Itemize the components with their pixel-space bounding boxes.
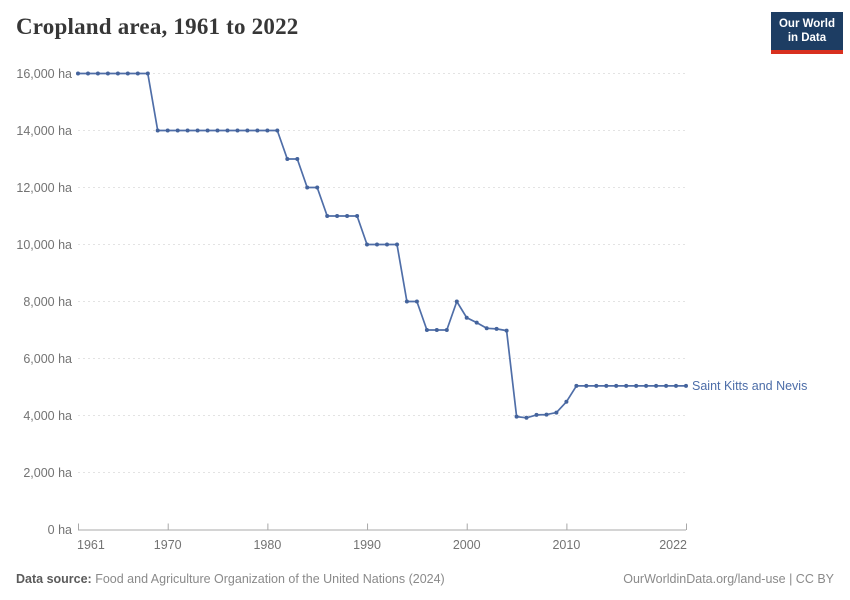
data-point: [434, 328, 439, 332]
data-source-note: Data source: Food and Agriculture Organi…: [16, 572, 445, 586]
data-point: [105, 71, 110, 76]
data-point: [375, 242, 379, 247]
data-point: [255, 128, 260, 133]
data-point: [474, 320, 479, 325]
y-tick-label: 12,000 ha: [16, 181, 72, 195]
data-point: [145, 71, 150, 76]
data-source-text: Food and Agriculture Organization of the…: [91, 572, 445, 586]
data-source-label: Data source:: [16, 572, 92, 586]
data-point: [115, 71, 120, 76]
data-point: [574, 383, 579, 388]
data-point: [684, 383, 688, 388]
data-point: [175, 128, 180, 133]
data-point: [664, 383, 669, 388]
x-tick-label: 2022: [659, 538, 687, 552]
data-point: [335, 214, 340, 218]
data-point: [355, 214, 360, 218]
data-point: [315, 185, 320, 190]
data-point: [395, 242, 399, 247]
owid-logo-line1: Our World: [778, 18, 835, 30]
page-title: Cropland area, 1961 to 2022: [16, 14, 299, 39]
data-point: [215, 128, 220, 133]
data-point: [275, 128, 280, 133]
data-point: [325, 214, 330, 218]
y-tick-label: 16,000 ha: [16, 67, 72, 81]
data-point: [185, 128, 190, 133]
data-point: [594, 383, 599, 388]
data-point: [654, 383, 659, 388]
data-point: [514, 414, 519, 419]
data-point: [365, 242, 369, 247]
data-point: [235, 128, 240, 133]
data-point: [564, 399, 569, 404]
data-point: [76, 71, 80, 76]
data-point: [524, 415, 529, 420]
data-point: [464, 315, 469, 320]
data-point: [125, 71, 130, 76]
chart-footer: Data source: Food and Agriculture Organi…: [0, 567, 850, 591]
x-tick-label: 1980: [253, 538, 281, 552]
data-point: [225, 128, 230, 133]
y-tick-label: 14,000 ha: [16, 124, 72, 138]
data-point: [165, 128, 170, 133]
data-point: [285, 157, 290, 161]
x-tick-label: 1961: [77, 538, 105, 552]
data-line: [77, 72, 687, 419]
entity-label: Saint Kitts and Nevis: [692, 379, 807, 393]
x-tick-label: 2000: [453, 538, 481, 552]
data-point: [95, 71, 100, 76]
owid-logo[interactable]: Our World in Data: [770, 12, 843, 54]
x-tick-label: 1990: [353, 538, 381, 552]
data-point: [295, 157, 300, 161]
data-point: [265, 128, 270, 133]
y-tick-label: 0 ha: [48, 523, 72, 537]
data-point: [404, 299, 409, 304]
data-point: [534, 412, 539, 417]
data-point: [604, 383, 609, 388]
data-point: [644, 383, 649, 388]
data-point: [614, 383, 619, 388]
owid-logo-line2: in Data: [787, 31, 827, 44]
data-point: [245, 128, 250, 133]
data-point: [634, 383, 639, 388]
y-tick-label: 4,000 ha: [23, 409, 72, 423]
x-tick-label: 2010: [552, 538, 580, 552]
data-point: [345, 214, 350, 218]
data-point: [205, 128, 210, 133]
data-point: [484, 326, 489, 331]
data-point: [454, 299, 459, 304]
data-point: [494, 326, 499, 331]
data-point: [305, 185, 310, 190]
x-tick-label: 1970: [154, 538, 182, 552]
data-point: [584, 383, 589, 388]
y-tick-label: 6,000 ha: [23, 352, 72, 366]
data-point: [385, 242, 389, 247]
y-tick-label: 8,000 ha: [23, 295, 72, 309]
data-point: [424, 328, 429, 332]
y-tick-label: 10,000 ha: [16, 238, 72, 252]
data-point: [444, 328, 449, 332]
data-point: [86, 71, 90, 76]
data-point: [674, 383, 678, 388]
data-point: [155, 128, 160, 133]
data-point: [414, 299, 419, 304]
credit-link[interactable]: OurWorldinData.org/land-use | CC BY: [623, 572, 834, 586]
data-point: [504, 328, 509, 333]
data-point: [195, 128, 200, 133]
data-point: [135, 71, 140, 76]
y-tick-label: 2,000 ha: [23, 466, 72, 480]
data-point: [544, 412, 549, 417]
data-point: [554, 410, 559, 415]
data-point: [624, 383, 629, 388]
